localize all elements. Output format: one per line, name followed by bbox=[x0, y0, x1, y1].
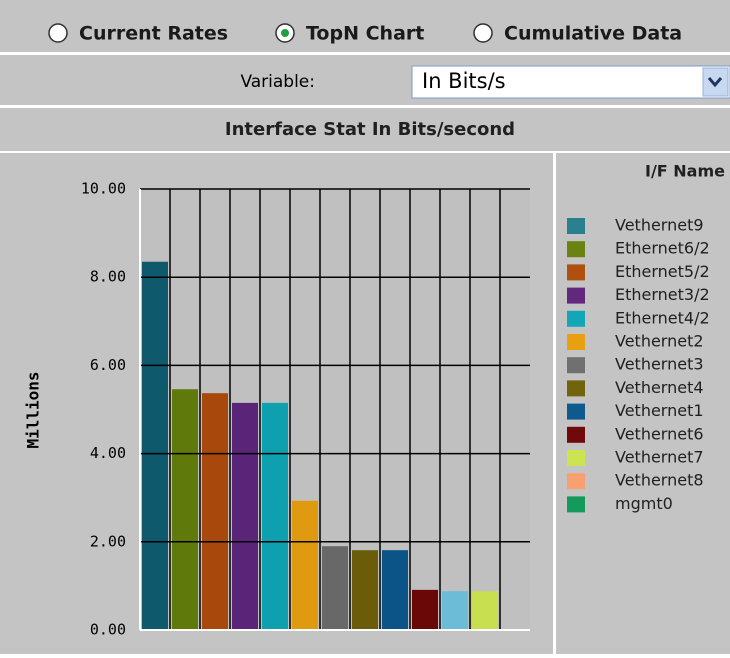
bar bbox=[202, 393, 228, 630]
panel-title: Interface Stat In Bits/second bbox=[225, 119, 515, 140]
legend-panel bbox=[556, 153, 730, 654]
y-tick-label: 6.00 bbox=[90, 356, 126, 374]
legend-label: Vethernet8 bbox=[615, 471, 704, 490]
bar bbox=[232, 402, 258, 630]
bar bbox=[322, 546, 348, 630]
bar bbox=[412, 589, 438, 630]
radio-label[interactable]: TopN Chart bbox=[306, 23, 424, 45]
legend-swatch bbox=[567, 241, 585, 258]
legend-swatch bbox=[567, 357, 585, 374]
title-bar bbox=[0, 108, 730, 151]
legend-label: Vethernet1 bbox=[615, 401, 704, 420]
bar bbox=[382, 550, 408, 630]
legend-label: Vethernet9 bbox=[615, 216, 704, 235]
bar bbox=[142, 261, 168, 630]
bar bbox=[472, 591, 498, 630]
arrow-icon bbox=[707, 77, 723, 88]
legend-swatch bbox=[567, 380, 585, 397]
legend-swatch bbox=[567, 218, 585, 234]
legend-swatch bbox=[567, 473, 585, 490]
legend-label: Ethernet5/2 bbox=[615, 262, 710, 281]
y-axis-label: Millions bbox=[24, 371, 43, 448]
y-tick-label: 8.00 bbox=[90, 268, 126, 286]
legend-label: Vethernet6 bbox=[615, 424, 704, 443]
legend-label: Ethernet4/2 bbox=[615, 308, 710, 327]
legend-swatch bbox=[567, 287, 585, 304]
legend-swatch bbox=[567, 310, 585, 327]
y-tick-label: 0.00 bbox=[90, 621, 126, 639]
legend-swatch bbox=[567, 403, 585, 420]
bar bbox=[352, 550, 378, 630]
variable-value: In Bits/s bbox=[422, 69, 506, 93]
legend-label: mgmt0 bbox=[615, 494, 673, 513]
variable-label: Variable: bbox=[240, 72, 315, 92]
legend-swatch bbox=[567, 496, 585, 513]
legend-label: Vethernet4 bbox=[615, 378, 704, 397]
bar bbox=[262, 402, 288, 630]
radio-label[interactable]: Current Rates bbox=[79, 23, 228, 45]
legend-swatch bbox=[567, 334, 585, 350]
bar bbox=[172, 389, 198, 630]
y-tick-label: 10.00 bbox=[81, 180, 126, 198]
select-arrow[interactable] bbox=[702, 67, 729, 97]
legend-label: Vethernet7 bbox=[615, 448, 704, 467]
bar bbox=[442, 591, 468, 630]
legend-label: Ethernet3/2 bbox=[615, 285, 710, 304]
radio-bar bbox=[0, 0, 730, 52]
legend-label: Vethernet2 bbox=[615, 332, 704, 351]
radio-button[interactable] bbox=[48, 23, 68, 43]
legend-label: Ethernet6/2 bbox=[615, 239, 710, 258]
legend-title: I/F Name bbox=[645, 162, 725, 181]
radio-dot bbox=[281, 29, 289, 37]
legend-swatch bbox=[567, 450, 585, 466]
radio-button[interactable] bbox=[473, 23, 493, 43]
radio-label[interactable]: Cumulative Data bbox=[504, 23, 682, 45]
bar bbox=[292, 500, 318, 630]
y-tick-label: 2.00 bbox=[90, 532, 126, 550]
legend-swatch bbox=[567, 264, 585, 281]
legend-label: Vethernet3 bbox=[615, 355, 704, 374]
y-tick-label: 4.00 bbox=[90, 444, 126, 462]
legend-swatch bbox=[567, 426, 585, 443]
variable-select[interactable] bbox=[411, 65, 730, 99]
